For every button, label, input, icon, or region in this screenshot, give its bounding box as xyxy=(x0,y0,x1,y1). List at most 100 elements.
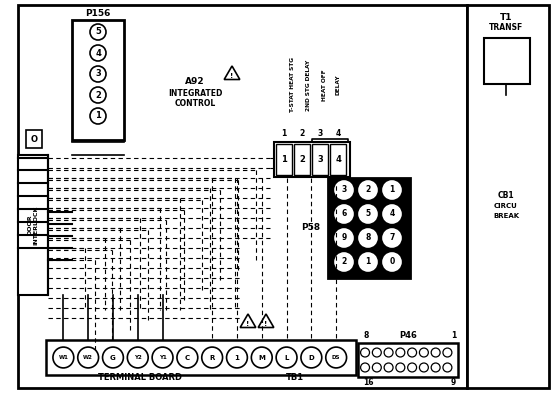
Text: 1: 1 xyxy=(234,354,239,361)
Bar xyxy=(484,38,530,84)
Circle shape xyxy=(361,348,370,357)
Text: !: ! xyxy=(247,321,250,327)
Text: BREAK: BREAK xyxy=(493,213,519,219)
Text: Y2: Y2 xyxy=(134,355,142,360)
Circle shape xyxy=(419,363,428,372)
Text: 9: 9 xyxy=(451,378,456,387)
Circle shape xyxy=(408,348,417,357)
Text: DS: DS xyxy=(332,355,340,360)
Bar xyxy=(467,5,549,388)
Text: L: L xyxy=(284,354,289,361)
Text: 3: 3 xyxy=(95,70,101,79)
Circle shape xyxy=(335,205,353,223)
Circle shape xyxy=(177,347,198,368)
Circle shape xyxy=(431,363,440,372)
Text: Y1: Y1 xyxy=(158,355,166,360)
Text: W2: W2 xyxy=(83,355,93,360)
Text: 8: 8 xyxy=(365,233,371,243)
Circle shape xyxy=(384,348,393,357)
Text: 4: 4 xyxy=(389,209,394,218)
Bar xyxy=(18,155,48,295)
Text: 3: 3 xyxy=(317,155,323,164)
Text: O: O xyxy=(30,135,38,143)
Bar xyxy=(330,144,346,175)
Text: W1: W1 xyxy=(58,355,68,360)
Text: 16: 16 xyxy=(363,378,373,387)
Text: INTEGRATED: INTEGRATED xyxy=(168,90,222,98)
Circle shape xyxy=(383,205,401,223)
Text: 4: 4 xyxy=(335,155,341,164)
Text: CB1: CB1 xyxy=(497,190,514,199)
Circle shape xyxy=(78,347,99,368)
Text: CONTROL: CONTROL xyxy=(175,100,216,109)
Bar xyxy=(358,343,458,377)
Text: 1: 1 xyxy=(366,258,371,267)
Text: 1: 1 xyxy=(281,130,286,139)
Text: TB1: TB1 xyxy=(286,373,304,382)
Circle shape xyxy=(335,253,353,271)
Text: 1: 1 xyxy=(281,155,287,164)
Text: 2: 2 xyxy=(366,186,371,194)
Text: 1: 1 xyxy=(451,331,456,340)
Circle shape xyxy=(408,363,417,372)
Text: TRANSF: TRANSF xyxy=(489,23,523,32)
Text: D: D xyxy=(309,354,314,361)
Text: A92: A92 xyxy=(185,77,205,87)
Circle shape xyxy=(152,347,173,368)
Text: 3: 3 xyxy=(317,130,322,139)
Text: P46: P46 xyxy=(399,331,417,340)
Text: TERMINAL BOARD: TERMINAL BOARD xyxy=(98,373,182,382)
Bar xyxy=(46,340,356,375)
Text: 0: 0 xyxy=(389,258,394,267)
Circle shape xyxy=(335,229,353,247)
Text: DOOR
INTERLOCK: DOOR INTERLOCK xyxy=(28,205,38,245)
Text: P156: P156 xyxy=(85,9,111,19)
Circle shape xyxy=(90,45,106,61)
Text: 4: 4 xyxy=(335,130,341,139)
Circle shape xyxy=(252,347,272,368)
Circle shape xyxy=(359,181,377,199)
Circle shape xyxy=(359,229,377,247)
Text: M: M xyxy=(258,354,265,361)
Text: T-STAT HEAT STG: T-STAT HEAT STG xyxy=(290,58,295,113)
Bar xyxy=(312,144,328,175)
Text: CIRCU: CIRCU xyxy=(494,203,518,209)
Circle shape xyxy=(90,24,106,40)
Circle shape xyxy=(359,205,377,223)
Text: !: ! xyxy=(230,73,234,79)
Circle shape xyxy=(396,363,405,372)
Text: 6: 6 xyxy=(341,209,347,218)
Text: G: G xyxy=(110,354,116,361)
Circle shape xyxy=(127,347,148,368)
Circle shape xyxy=(443,348,452,357)
Circle shape xyxy=(90,87,106,103)
Circle shape xyxy=(443,363,452,372)
Bar xyxy=(72,20,124,140)
Circle shape xyxy=(359,253,377,271)
Text: C: C xyxy=(185,354,190,361)
Circle shape xyxy=(301,347,322,368)
Circle shape xyxy=(383,253,401,271)
Text: 9: 9 xyxy=(341,233,347,243)
Circle shape xyxy=(90,66,106,82)
Circle shape xyxy=(372,363,381,372)
Circle shape xyxy=(383,229,401,247)
Circle shape xyxy=(361,363,370,372)
Text: 2: 2 xyxy=(299,130,305,139)
Circle shape xyxy=(202,347,223,368)
Text: P58: P58 xyxy=(301,224,320,233)
Text: 2: 2 xyxy=(341,258,347,267)
Text: !: ! xyxy=(264,321,268,327)
Circle shape xyxy=(227,347,248,368)
Circle shape xyxy=(431,348,440,357)
Bar xyxy=(18,5,467,388)
Circle shape xyxy=(419,348,428,357)
Text: 2: 2 xyxy=(299,155,305,164)
Bar xyxy=(274,142,350,177)
Text: 2: 2 xyxy=(95,90,101,100)
Text: 5: 5 xyxy=(366,209,371,218)
Circle shape xyxy=(383,181,401,199)
Circle shape xyxy=(102,347,124,368)
Bar xyxy=(26,130,42,148)
Text: 5: 5 xyxy=(95,28,101,36)
